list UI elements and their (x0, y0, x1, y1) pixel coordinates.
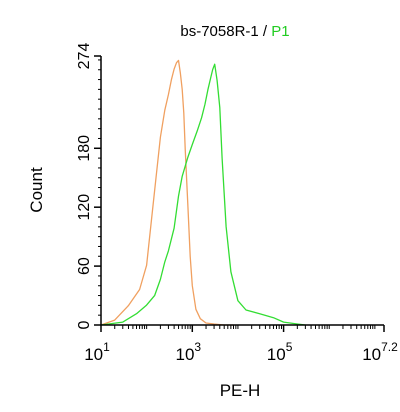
y-tick-label: 180 (76, 135, 93, 162)
y-tick-label: 120 (76, 194, 93, 221)
y-tick-label: 274 (76, 43, 93, 70)
series-1-line (100, 59, 234, 326)
y-ticks: 0 60 120 180 274 (76, 43, 101, 329)
y-tick-label: 60 (76, 257, 93, 275)
series-layer (100, 59, 306, 326)
x-tick-label: 105 (267, 340, 293, 364)
x-ticks: 101 103 105 107.2 (84, 325, 398, 364)
x-axis-label: PE-H (220, 381, 261, 400)
chart-title-gate: P1 (271, 23, 289, 40)
chart-title: bs-7058R-1 / P1 (180, 23, 289, 40)
series-2-line (100, 63, 306, 326)
x-tick-label: 107.2 (362, 340, 398, 364)
x-tick-label: 101 (84, 340, 110, 364)
y-tick-label: 0 (76, 320, 93, 329)
x-tick-label: 103 (175, 340, 201, 364)
y-axis-label: Count (27, 167, 46, 213)
chart-title-sample: bs-7058R-1 / (180, 23, 271, 40)
